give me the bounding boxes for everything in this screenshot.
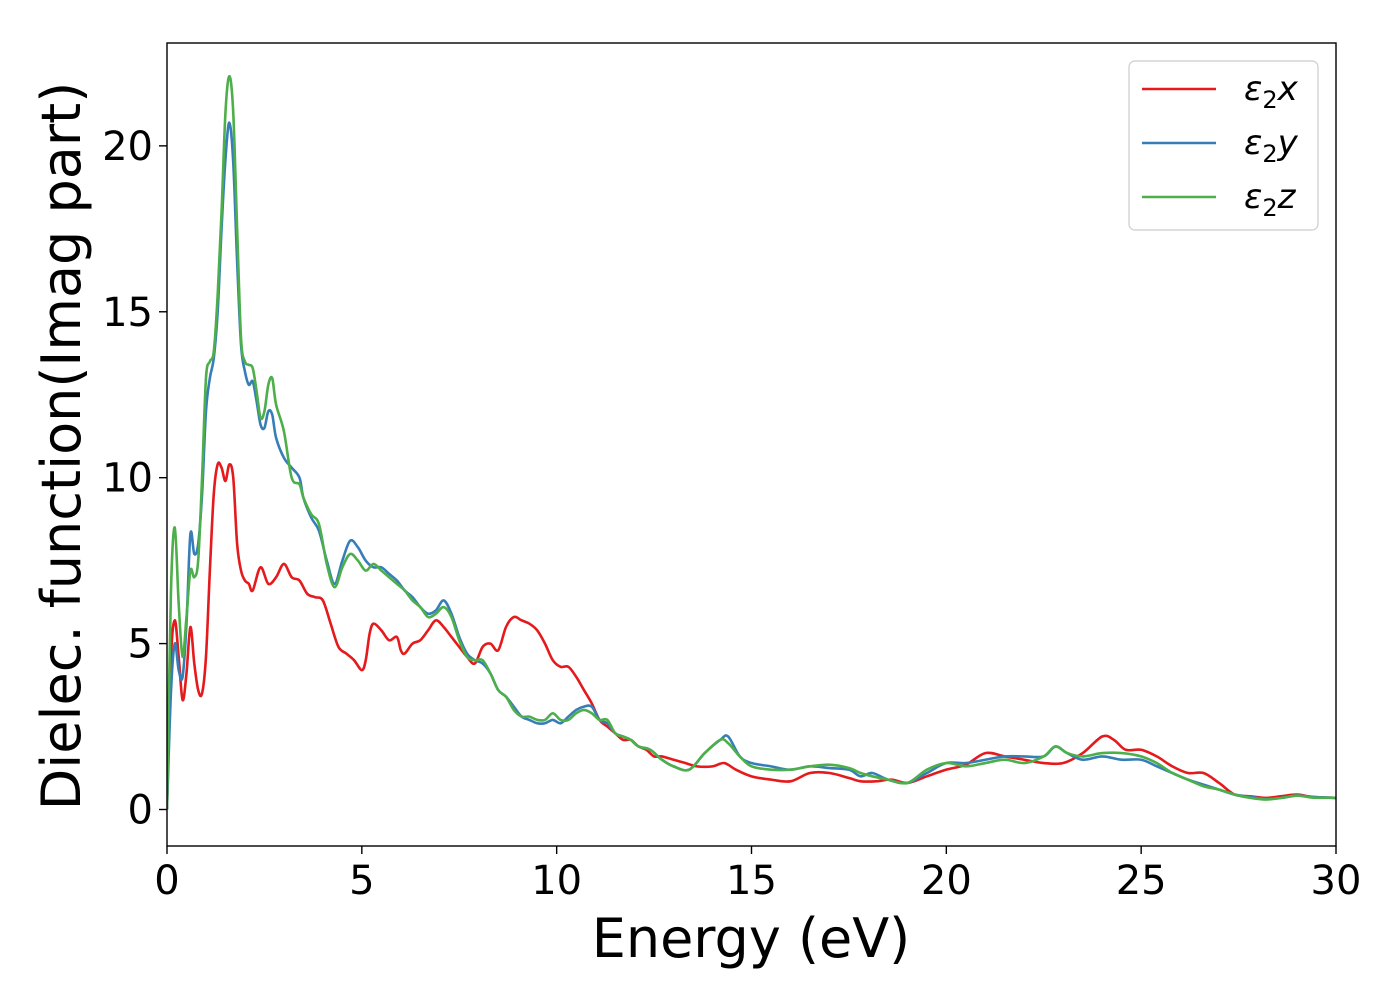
x-tick-label: 15	[726, 858, 777, 904]
x-tick-label: 10	[531, 858, 582, 904]
y-tick-label: 0	[128, 788, 153, 834]
y-tick-label: 5	[128, 622, 153, 668]
series-layer	[167, 74, 1336, 810]
y-tick-label: 15	[102, 290, 153, 336]
x-tick-label: 30	[1311, 858, 1362, 904]
x-tick-label: 20	[921, 858, 972, 904]
legend-label-x: ε2x	[1244, 69, 1299, 114]
legend-label-y: ε2y	[1244, 123, 1299, 168]
y-axis-label: Dielec. function(Imag part)	[30, 82, 93, 811]
y-ticks: 0 5 10 15 20	[102, 124, 167, 834]
legend: ε2x ε2y ε2z	[1128, 60, 1319, 231]
x-tick-label: 5	[349, 858, 374, 904]
legend-box	[1128, 60, 1319, 231]
y-tick-label: 10	[102, 456, 153, 502]
x-tick-label: 25	[1116, 858, 1167, 904]
x-tick-label: 0	[154, 858, 179, 904]
legend-label-z: ε2z	[1244, 177, 1297, 222]
x-axis-label: Energy (eV)	[592, 907, 911, 970]
y-tick-label: 20	[102, 124, 153, 170]
legend-items: ε2x ε2y ε2z	[1142, 69, 1299, 222]
series-line-z	[167, 74, 1336, 810]
x-ticks: 0 5 10 15 20 25 30	[154, 846, 1361, 904]
